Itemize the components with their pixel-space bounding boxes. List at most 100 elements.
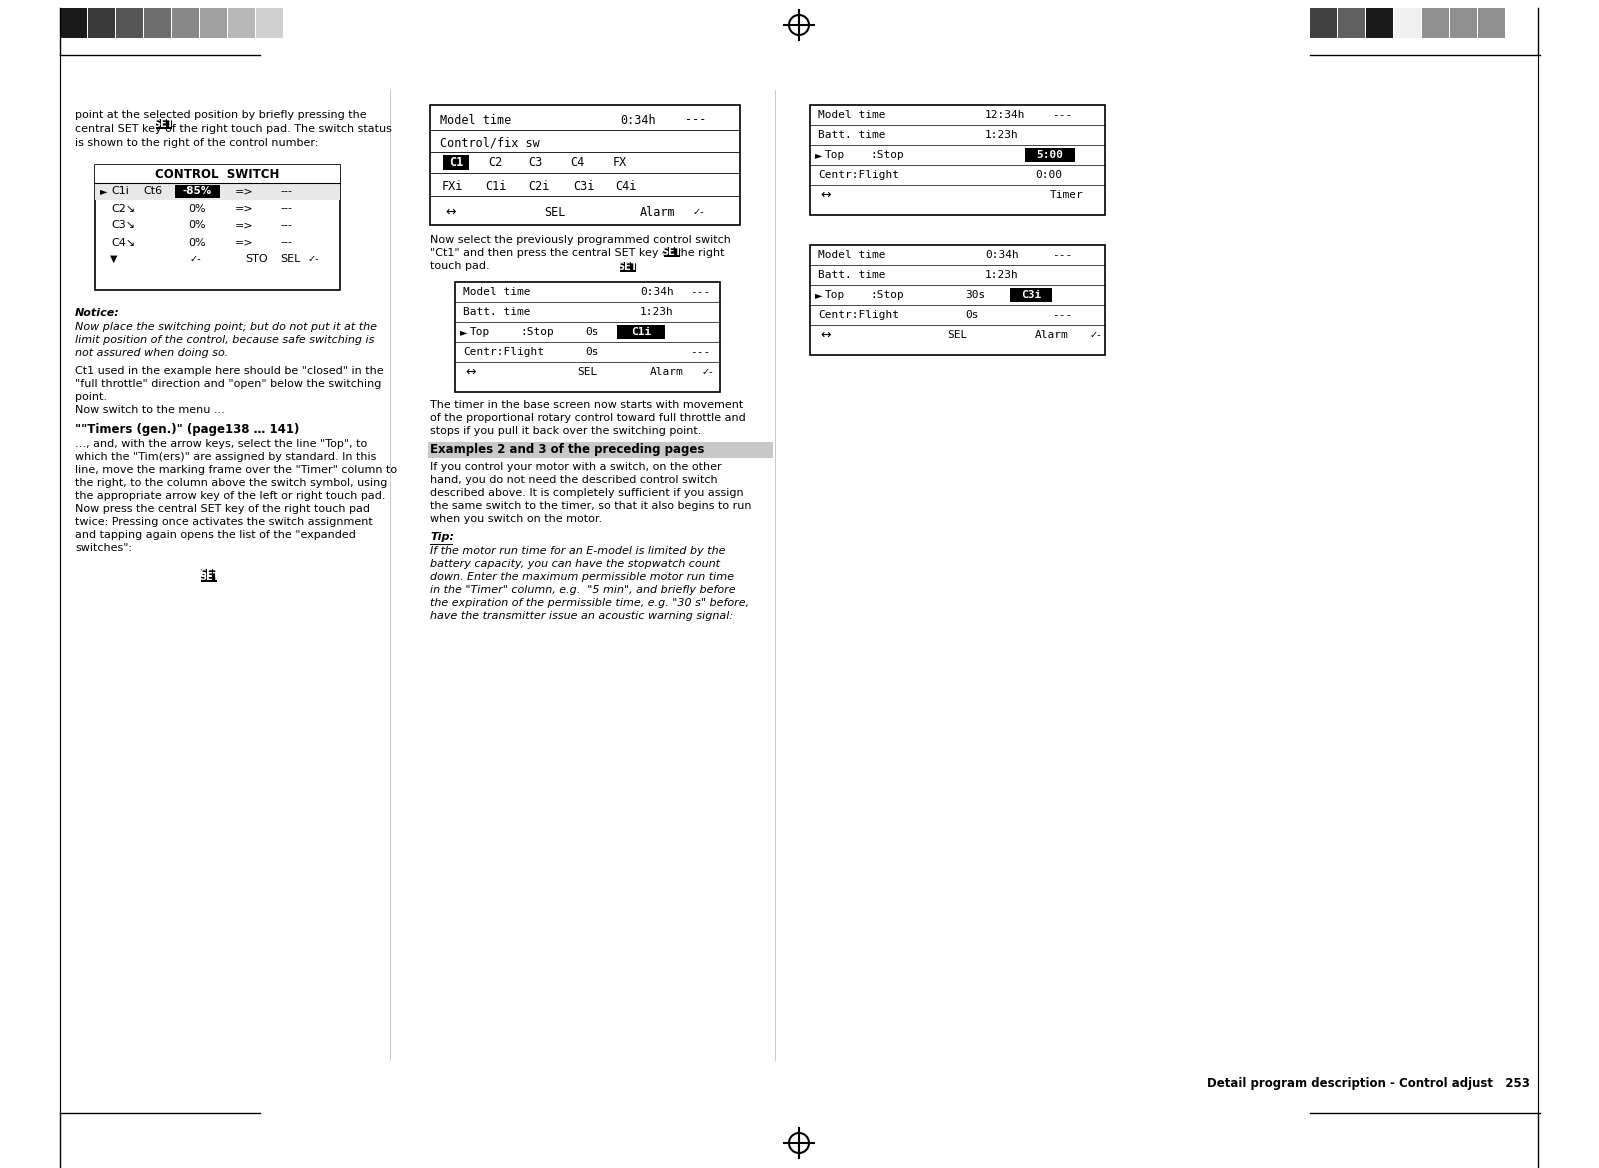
Text: Tip:: Tip: xyxy=(430,531,454,542)
Text: ↔: ↔ xyxy=(445,206,456,218)
Text: :Stop: :Stop xyxy=(870,150,903,160)
Text: Top: Top xyxy=(825,150,846,160)
Text: stops if you pull it back over the switching point.: stops if you pull it back over the switc… xyxy=(430,426,702,436)
Text: the expiration of the permissible time, e.g. "30 s" before,: the expiration of the permissible time, … xyxy=(430,598,748,609)
Text: 0:34h: 0:34h xyxy=(620,113,656,126)
Text: the right, to the column above the switch symbol, using: the right, to the column above the switc… xyxy=(75,478,387,488)
Text: Model time: Model time xyxy=(819,110,886,120)
Bar xyxy=(157,119,173,128)
Text: Alarm: Alarm xyxy=(651,367,684,377)
Text: Detail program description - Control adjust   253: Detail program description - Control adj… xyxy=(1207,1077,1530,1090)
Text: ---: --- xyxy=(1052,110,1073,120)
Text: ---: --- xyxy=(280,203,293,214)
Text: touch pad.: touch pad. xyxy=(430,260,489,271)
Text: C1: C1 xyxy=(449,157,464,169)
Text: point at the selected position by briefly pressing the: point at the selected position by briefl… xyxy=(75,110,366,120)
Text: ""Timers (gen.)" (page138 … 141): ""Timers (gen.)" (page138 … 141) xyxy=(75,423,299,436)
Text: C2: C2 xyxy=(488,157,502,169)
Text: Model time: Model time xyxy=(440,113,512,126)
Bar xyxy=(1450,8,1477,39)
Bar xyxy=(1025,148,1075,162)
Text: SET: SET xyxy=(154,119,174,128)
Text: C4: C4 xyxy=(569,157,584,169)
Bar xyxy=(1366,8,1393,39)
Text: If the motor run time for an E-model is limited by the: If the motor run time for an E-model is … xyxy=(430,545,726,556)
Text: switches":: switches": xyxy=(75,543,133,552)
Text: C3i: C3i xyxy=(572,181,595,194)
Bar xyxy=(200,8,227,39)
Text: SET: SET xyxy=(198,572,219,582)
Text: C2i: C2i xyxy=(528,181,550,194)
Text: C4i: C4i xyxy=(616,181,636,194)
Text: ►: ► xyxy=(815,290,822,300)
Text: hand, you do not need the described control switch: hand, you do not need the described cont… xyxy=(430,475,718,485)
Text: 0s: 0s xyxy=(966,310,979,320)
Text: ✓-: ✓- xyxy=(702,367,713,377)
Text: ✓-: ✓- xyxy=(692,207,705,217)
Bar xyxy=(94,165,341,183)
Text: 0:34h: 0:34h xyxy=(985,250,1019,260)
Text: SEL: SEL xyxy=(544,206,566,218)
Text: The timer in the base screen now starts with movement: The timer in the base screen now starts … xyxy=(430,399,744,410)
Text: Now select the previously programmed control switch: Now select the previously programmed con… xyxy=(430,235,731,245)
Text: Batt. time: Batt. time xyxy=(819,270,886,280)
Text: =>: => xyxy=(235,237,254,248)
Text: C2↘: C2↘ xyxy=(110,203,136,214)
Text: SET: SET xyxy=(662,246,683,257)
Text: the same switch to the timer, so that it also begins to run: the same switch to the timer, so that it… xyxy=(430,501,752,512)
Text: battery capacity, you can have the stopwatch count: battery capacity, you can have the stopw… xyxy=(430,559,720,569)
Bar xyxy=(811,245,1105,355)
Text: ---: --- xyxy=(280,237,293,248)
Bar xyxy=(617,325,665,339)
Text: 0:34h: 0:34h xyxy=(640,287,673,297)
Text: C1i: C1i xyxy=(110,187,130,196)
Text: :Stop: :Stop xyxy=(870,290,903,300)
Text: Examples 2 and 3 of the preceding pages: Examples 2 and 3 of the preceding pages xyxy=(430,444,705,457)
Text: ✓-: ✓- xyxy=(189,253,201,264)
Bar xyxy=(811,105,1105,215)
Text: ---: --- xyxy=(1052,310,1073,320)
Text: and tapping again opens the list of the "expanded: and tapping again opens the list of the … xyxy=(75,530,357,540)
Bar xyxy=(1338,8,1366,39)
Text: SEL: SEL xyxy=(577,367,598,377)
Text: ►: ► xyxy=(815,150,822,160)
Text: SEL: SEL xyxy=(280,253,301,264)
Bar xyxy=(1422,8,1449,39)
Text: C1i: C1i xyxy=(484,181,507,194)
Bar xyxy=(1011,288,1052,303)
Text: Centr:Flight: Centr:Flight xyxy=(464,347,544,357)
Text: 1:23h: 1:23h xyxy=(640,307,673,317)
Text: C1i: C1i xyxy=(632,327,651,338)
Bar xyxy=(1477,8,1505,39)
Text: Now press the central SET key of the right touch pad: Now press the central SET key of the rig… xyxy=(75,505,369,514)
Bar xyxy=(1394,8,1422,39)
Text: point.: point. xyxy=(75,392,107,402)
Bar xyxy=(1310,8,1337,39)
Bar xyxy=(173,8,198,39)
Bar xyxy=(94,183,341,200)
Bar xyxy=(94,165,341,290)
Text: =>: => xyxy=(235,221,254,230)
Text: 0%: 0% xyxy=(189,203,206,214)
Text: Top: Top xyxy=(470,327,491,338)
Bar xyxy=(201,569,217,579)
Text: =>: => xyxy=(235,187,254,196)
Text: :Stop: :Stop xyxy=(520,327,553,338)
Text: =>: => xyxy=(235,203,254,214)
Text: Centr:Flight: Centr:Flight xyxy=(819,171,899,180)
Text: 0%: 0% xyxy=(189,237,206,248)
Text: SET: SET xyxy=(617,262,638,272)
Text: Model time: Model time xyxy=(464,287,531,297)
Text: Notice:: Notice: xyxy=(75,308,120,318)
Text: 1:23h: 1:23h xyxy=(985,270,1019,280)
Text: Alarm: Alarm xyxy=(640,206,676,218)
Text: Top: Top xyxy=(825,290,846,300)
Text: C3i: C3i xyxy=(1020,290,1041,300)
Text: ---: --- xyxy=(684,113,707,126)
Bar xyxy=(429,442,772,458)
Text: ↔: ↔ xyxy=(820,188,830,202)
Text: ---: --- xyxy=(691,287,710,297)
Text: SET: SET xyxy=(198,569,219,579)
Text: Now place the switching point; but do not put it at the: Now place the switching point; but do no… xyxy=(75,322,377,332)
Bar xyxy=(456,281,720,392)
